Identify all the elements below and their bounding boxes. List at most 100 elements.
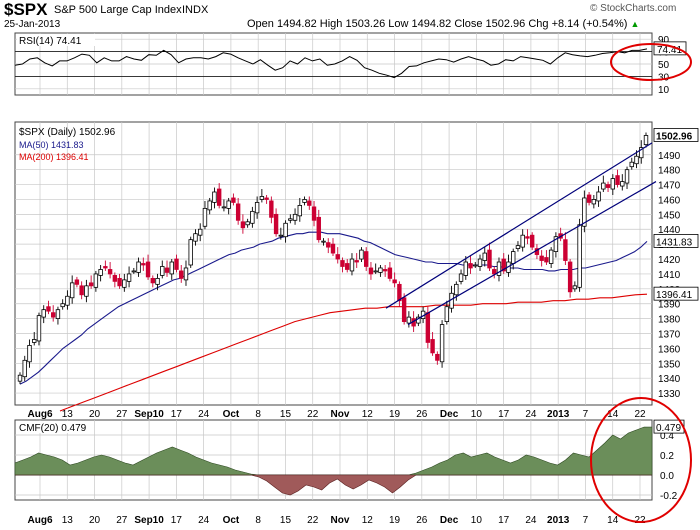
price-tick-label: 1440	[658, 225, 681, 236]
candle-body	[458, 273, 464, 282]
price-x-tick: 14	[607, 409, 619, 420]
candle-body	[496, 261, 502, 276]
cmf-x-tick: 26	[416, 515, 428, 526]
rsi-title: RSI(14) 74.41	[19, 36, 82, 47]
rsi-last-label: 74.41	[657, 45, 682, 56]
candle-body	[155, 277, 160, 285]
candle-body	[529, 234, 535, 248]
price-x-tick: 17	[171, 409, 183, 420]
price-last-label: 1396.41	[656, 290, 693, 301]
price-x-tick: 13	[62, 409, 74, 420]
candle-body	[235, 203, 241, 221]
candle-body	[501, 258, 506, 272]
candle-body	[17, 374, 23, 382]
cmf-x-tick: Oct	[223, 515, 240, 526]
candle-body	[492, 269, 497, 275]
candle-body	[297, 205, 303, 217]
candle-body	[354, 260, 359, 263]
price-label-box	[653, 234, 699, 248]
candle-body	[454, 283, 459, 296]
up-arrow-icon: ▲	[630, 19, 640, 29]
price-tick-label: 1340	[658, 374, 681, 385]
price-title: $SPX (Daily) 1502.96	[19, 127, 116, 138]
candle-body	[596, 191, 601, 202]
rsi-tick-label: 10	[658, 85, 670, 96]
candle-body	[525, 236, 530, 239]
cmf-x-tick: 15	[280, 515, 292, 526]
candle-body	[487, 249, 492, 269]
candle-body	[207, 200, 212, 211]
cmf-x-tick: Sep10	[134, 515, 164, 526]
rsi-tick-label: 50	[658, 60, 670, 71]
rsi-annotation-circle	[610, 43, 692, 81]
candle-body	[335, 254, 340, 260]
price-x-tick: Sep10	[134, 409, 164, 420]
candle-body	[55, 309, 61, 320]
price-tick-label: 1330	[658, 389, 681, 400]
candle-body	[179, 270, 184, 279]
cmf-annotation-circle	[590, 397, 692, 523]
candle-body	[88, 282, 94, 287]
candle-body	[41, 309, 46, 318]
candle-body	[539, 255, 544, 261]
legend-ma200: MA(200) 1396.41	[19, 152, 89, 162]
ma50-line	[19, 231, 648, 385]
candle-body	[292, 213, 298, 221]
candle-body	[84, 285, 89, 297]
chart-date: 25-Jan-2013	[4, 19, 61, 30]
price-panel	[14, 121, 653, 406]
copyright: © StockCharts.com	[590, 3, 677, 14]
price-x-tick: 12	[362, 409, 374, 420]
candle-body	[340, 260, 345, 267]
candle-body	[36, 315, 42, 342]
price-tick-label: 1370	[658, 330, 681, 341]
legend-ma50: MA(50) 1431.83	[19, 140, 84, 150]
cmf-x-tick: 22	[307, 515, 319, 526]
price-x-tick: 17	[498, 409, 510, 420]
cmf-tick-label: 0.4	[660, 431, 674, 442]
candle-body	[22, 359, 27, 378]
candle-body	[273, 213, 279, 235]
candle-body	[122, 279, 127, 288]
price-tick-label: 1470	[658, 181, 681, 192]
index-name: S&P 500 Large Cap Index	[54, 4, 182, 16]
price-tick-label: 1490	[658, 151, 681, 162]
candle-body	[316, 216, 321, 241]
price-x-tick: 22	[307, 409, 319, 420]
cmf-negative-area	[15, 474, 652, 496]
ma200-line	[59, 293, 648, 412]
candle-body	[202, 207, 208, 227]
price-x-tick: 7	[583, 409, 589, 420]
cmf-tick-label: -0.2	[660, 491, 678, 502]
price-x-tick: 15	[280, 409, 292, 420]
candle-body	[634, 155, 639, 165]
price-x-tick: 27	[116, 409, 128, 420]
price-x-tick: Aug6	[28, 409, 53, 420]
candle-body	[169, 261, 174, 275]
candle-body	[269, 200, 274, 218]
price-tick-label: 1390	[658, 300, 681, 311]
candle-body	[112, 275, 118, 282]
candle-body	[572, 285, 578, 290]
candle-body	[477, 258, 483, 267]
quote-line: Open 1494.82 High 1503.26 Low 1494.82 Cl…	[247, 18, 639, 30]
price-x-tick: 22	[634, 409, 646, 420]
candle-body	[439, 324, 445, 363]
price-label-box	[653, 128, 699, 142]
channel-upper-line	[385, 142, 653, 309]
cmf-tick-label: 0.2	[660, 451, 674, 462]
candle-body	[373, 270, 378, 273]
rsi-tick-label: 30	[658, 72, 670, 83]
candle-body	[231, 197, 236, 203]
symbol: $SPX	[4, 0, 48, 19]
cmf-x-tick: 14	[607, 515, 619, 526]
cmf-x-tick: 19	[389, 515, 401, 526]
rsi-title-bg	[17, 34, 95, 46]
candle-body	[183, 267, 189, 281]
candle-body	[387, 267, 393, 279]
candle-body	[221, 206, 227, 209]
price-x-tick: 24	[198, 409, 210, 420]
price-x-tick: Nov	[331, 409, 350, 420]
candle-body	[98, 269, 103, 276]
